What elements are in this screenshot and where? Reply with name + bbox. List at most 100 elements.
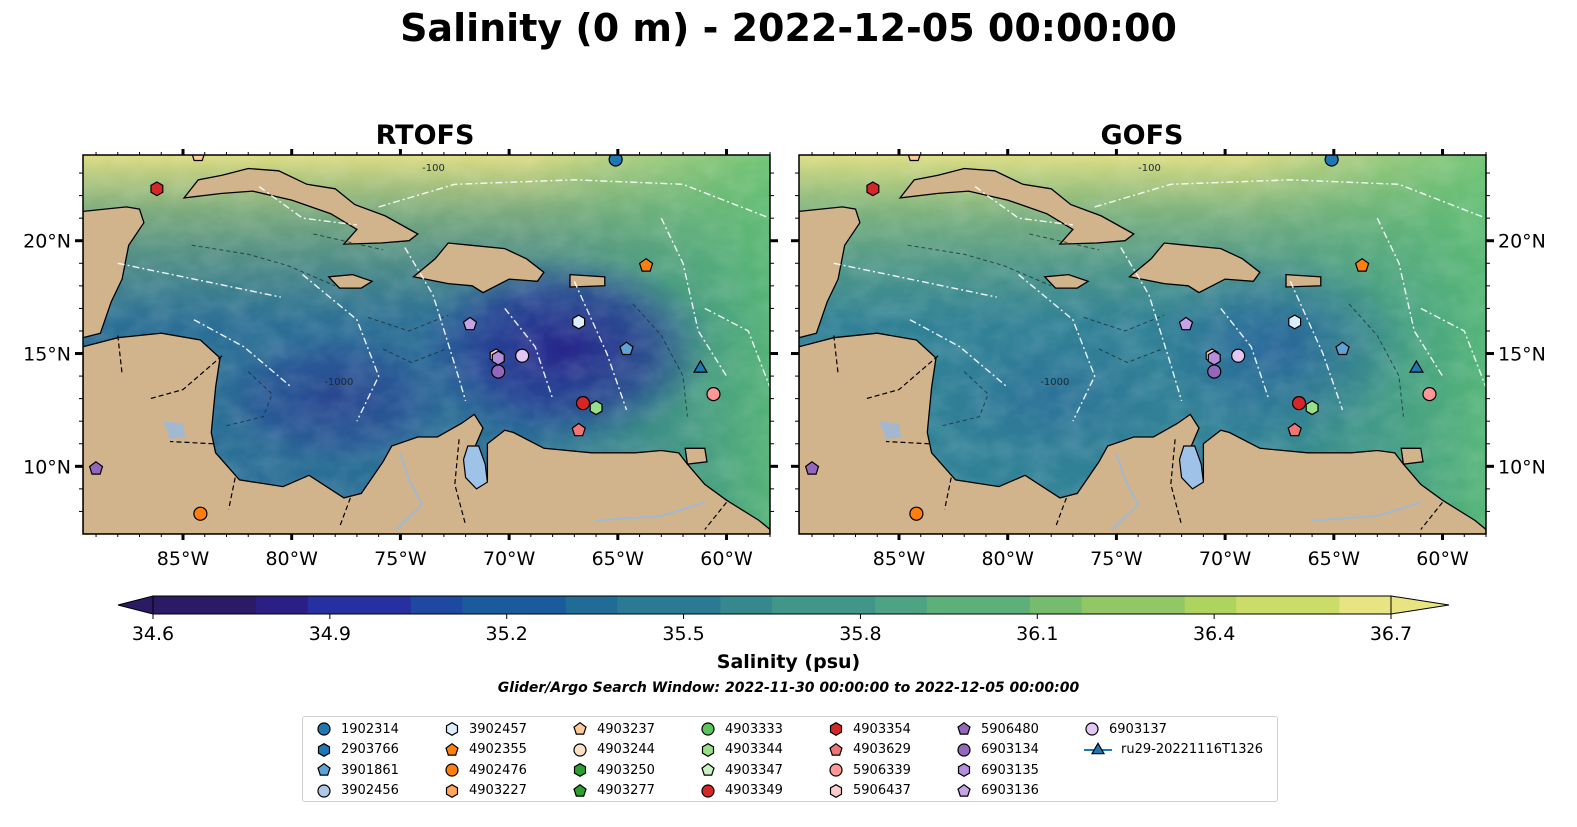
platform-marker-4903629[interactable] — [1287, 422, 1302, 437]
platform-marker-4902355[interactable] — [1354, 257, 1370, 272]
legend-marker-hexagon-icon — [573, 763, 587, 777]
platform-marker-4903349[interactable] — [1291, 396, 1307, 411]
colorbar-segment — [668, 596, 722, 614]
platform-marker-5906480[interactable] — [88, 461, 104, 475]
platform-marker-4903344[interactable] — [589, 400, 603, 416]
legend-label: 4902476 — [469, 762, 527, 778]
lat-tick-label: 15°N — [23, 344, 71, 366]
lon-tick-label: 70°W — [483, 548, 536, 570]
legend-marker-hexagon-icon — [445, 722, 459, 736]
land-yucatan — [799, 206, 861, 339]
legend-label: ru29-20221116T1326 — [1121, 742, 1264, 757]
legend-label: 6903135 — [981, 762, 1039, 778]
legend-marker-pentagon-icon — [445, 742, 459, 756]
legend-label: 5906480 — [981, 721, 1039, 737]
platform-marker-3901861[interactable] — [1335, 341, 1350, 356]
figure-title: Salinity (0 m) - 2022-12-05 00:00:00 — [400, 6, 1177, 50]
colorbar-segment — [256, 596, 309, 614]
legend-label: 4903244 — [597, 742, 655, 757]
platform-marker-1902314[interactable] — [608, 153, 623, 167]
legend-item-4903244: 4903244 — [571, 740, 655, 760]
legend-marker-pentagon-icon — [957, 721, 971, 735]
colorbar-segment — [1133, 596, 1186, 614]
colorbar-segment — [462, 596, 515, 614]
legend-marker-circle-icon — [317, 722, 331, 736]
legend-marker-circle-icon — [701, 722, 715, 736]
colorbar-segment — [307, 596, 360, 614]
legend-item-4903344: 4903344 — [699, 740, 783, 760]
legend-label: 3901861 — [341, 762, 399, 778]
platform-marker-6903135[interactable] — [491, 350, 505, 366]
platform-marker-1902314[interactable] — [1324, 153, 1339, 167]
legend-item-4903629: 4903629 — [827, 740, 911, 760]
legend-marker-circle-icon — [829, 763, 843, 777]
land-puertorico — [569, 273, 606, 288]
svg-text:-100: -100 — [1138, 163, 1161, 174]
legend-marker-pentagon-icon — [829, 742, 843, 756]
legend-marker-pentagon-icon — [957, 783, 971, 797]
land-hispaniola — [412, 242, 545, 294]
search-window-caption: Glider/Argo Search Window: 2022-11-30 00… — [497, 680, 1080, 696]
colorbar-segment — [1236, 596, 1289, 614]
platform-marker-4903237[interactable] — [191, 148, 205, 162]
platform-marker-3902457[interactable] — [1288, 314, 1302, 330]
legend-marker-hexagon-icon — [829, 722, 843, 736]
platform-marker-4902476[interactable] — [909, 506, 924, 521]
platform-marker-5906339[interactable] — [1422, 387, 1437, 402]
platform-marker-3902457[interactable] — [572, 314, 586, 330]
colorbar-segment — [1184, 596, 1237, 614]
legend-marker-circle-icon — [573, 742, 587, 757]
legend-marker-circle-icon — [957, 742, 971, 757]
colorbar-segment — [410, 596, 464, 614]
lon-tick-label: 80°W — [981, 548, 1034, 570]
platform-marker-3901861[interactable] — [619, 341, 634, 356]
legend-label: 4903227 — [469, 783, 527, 798]
platform-marker-4903629[interactable] — [571, 422, 586, 437]
legend-label: 4903629 — [853, 742, 911, 757]
legend-item-4903354: 4903354 — [827, 719, 911, 739]
platform-marker-6903137[interactable] — [1231, 348, 1246, 363]
lake-maracaibo — [1178, 445, 1205, 490]
lat-tick-label: 20°N — [1498, 231, 1546, 253]
legend-item-4903333: 4903333 — [699, 719, 783, 739]
platform-marker-4902476[interactable] — [193, 506, 208, 521]
land-cuba — [182, 167, 419, 245]
platform-marker-5906339[interactable] — [706, 387, 721, 402]
platform-marker-6903136[interactable] — [1178, 316, 1194, 331]
platform-marker-4903347[interactable] — [1512, 399, 1525, 411]
platform-marker-5906480[interactable] — [804, 461, 820, 475]
legend-marker-circle-icon — [317, 783, 331, 798]
platform-marker-6903137[interactable] — [515, 348, 530, 363]
legend-label: 4903277 — [597, 783, 655, 798]
colorbar-extend-max — [1390, 595, 1450, 615]
platform-marker-4903354[interactable] — [866, 181, 880, 197]
panel-title-gofs: GOFS — [1100, 120, 1184, 151]
land-puertorico — [1285, 273, 1322, 288]
legend-label: 4903333 — [725, 721, 783, 737]
platform-marker-4903354[interactable] — [150, 181, 164, 197]
lon-tick-label: 65°W — [592, 548, 645, 570]
legend-label: 6903137 — [1109, 721, 1167, 737]
platform-marker-6903136[interactable] — [462, 316, 478, 331]
platform-marker-ru29-20221116T1326[interactable] — [692, 359, 708, 373]
platform-marker-4903237[interactable] — [907, 148, 921, 162]
platform-marker-6903135[interactable] — [1207, 350, 1221, 366]
platform-marker-6903134[interactable] — [491, 364, 506, 379]
land-hispaniola — [1128, 242, 1261, 294]
platform-marker-4903344[interactable] — [1305, 400, 1319, 416]
land-trinidad — [1400, 447, 1424, 465]
legend-label: 5906437 — [853, 783, 911, 798]
platform-marker-6903134[interactable] — [1207, 364, 1222, 379]
legend-marker-pentagon-icon — [701, 762, 715, 776]
legend-marker-pentagon-icon — [573, 721, 587, 735]
legend-item-4903349: 4903349 — [699, 781, 783, 801]
colorbar-segment — [204, 596, 257, 614]
colorbar-segment — [1339, 596, 1392, 614]
legend-item-4903277: 4903277 — [571, 781, 655, 801]
platform-marker-ru29-20221116T1326[interactable] — [1408, 359, 1424, 373]
platform-marker-4903349[interactable] — [575, 396, 591, 411]
colorbar-extend-min — [117, 595, 154, 615]
platform-marker-4902355[interactable] — [638, 257, 654, 272]
lon-tick-label: 85°W — [157, 548, 210, 570]
lon-tick-label: 60°W — [700, 548, 753, 570]
